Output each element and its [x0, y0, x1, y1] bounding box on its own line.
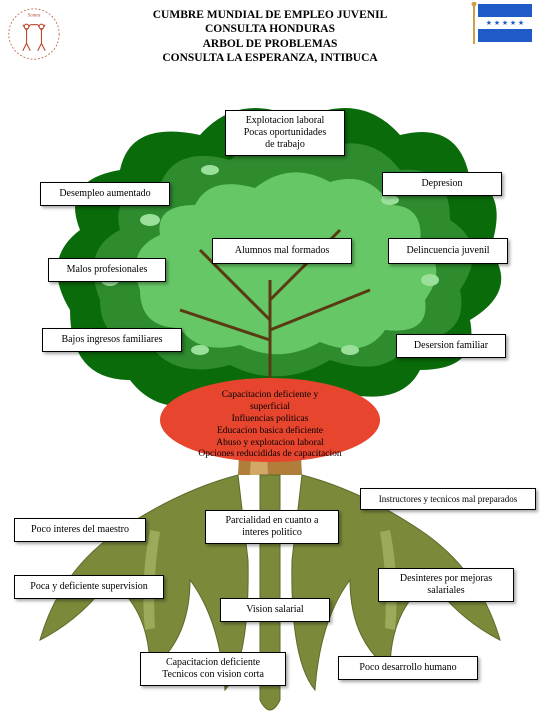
- cause-vision-salarial: Vision salarial: [220, 598, 330, 622]
- flag-top-band: [478, 4, 532, 17]
- cause-instructores: Instructores y tecnicos mal preparados: [360, 488, 536, 510]
- cause-supervision: Poca y deficiente supervision: [14, 575, 164, 599]
- effect-malos-prof: Malos profesionales: [48, 258, 166, 282]
- title-line-4: CONSULTA LA ESPERANZA, INTIBUCA: [0, 51, 540, 65]
- org-logo: Somos: [6, 6, 62, 62]
- cause-parcialidad: Parcialidad en cuanto ainteres politico: [205, 510, 339, 544]
- effect-desersion: Desersion familiar: [396, 334, 506, 358]
- title-line-1: CUMBRE MUNDIAL DE EMPLEO JUVENIL: [0, 8, 540, 22]
- cause-desinteres: Desinteres por mejorassalariales: [378, 568, 514, 602]
- central-problem-text: Capacitacion deficiente ysuperficialInfl…: [165, 390, 375, 461]
- cause-poco-desarrollo: Poco desarrollo humano: [338, 656, 478, 680]
- flag-pole: [470, 2, 480, 44]
- svg-text:Somos: Somos: [28, 13, 41, 18]
- honduras-flag: ★ ★ ★ ★ ★: [478, 4, 532, 42]
- cause-poco-interes: Poco interes del maestro: [14, 518, 146, 542]
- effect-bajos-ingresos: Bajos ingresos familiares: [42, 328, 182, 352]
- cause-capacitacion: Capacitacion deficienteTecnicos con visi…: [140, 652, 286, 686]
- title-line-2: CONSULTA HONDURAS: [0, 22, 540, 36]
- effect-delincuencia: Delincuencia juvenil: [388, 238, 508, 264]
- effect-explotacion: Explotacion laboralPocas oportunidadesde…: [225, 110, 345, 156]
- effect-alumnos: Alumnos mal formados: [212, 238, 352, 264]
- flag-stars: ★ ★ ★ ★ ★: [478, 17, 532, 30]
- title-line-3: ARBOL DE PROBLEMAS: [0, 37, 540, 51]
- effect-desempleo: Desempleo aumentado: [40, 182, 170, 206]
- flag-bottom-band: [478, 29, 532, 42]
- effect-depresion: Depresion: [382, 172, 502, 196]
- page-title: CUMBRE MUNDIAL DE EMPLEO JUVENIL CONSULT…: [0, 8, 540, 66]
